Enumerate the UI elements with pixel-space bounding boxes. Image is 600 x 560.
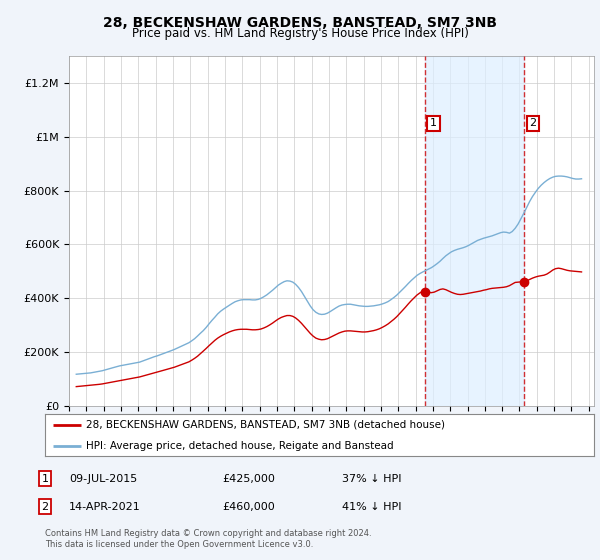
Text: Price paid vs. HM Land Registry's House Price Index (HPI): Price paid vs. HM Land Registry's House …: [131, 27, 469, 40]
Text: 1: 1: [430, 118, 437, 128]
Text: 37% ↓ HPI: 37% ↓ HPI: [342, 474, 401, 484]
Text: 41% ↓ HPI: 41% ↓ HPI: [342, 502, 401, 512]
Text: HPI: Average price, detached house, Reigate and Banstead: HPI: Average price, detached house, Reig…: [86, 441, 394, 451]
Text: 2: 2: [41, 502, 49, 512]
Text: 14-APR-2021: 14-APR-2021: [69, 502, 141, 512]
Text: Contains HM Land Registry data © Crown copyright and database right 2024.
This d: Contains HM Land Registry data © Crown c…: [45, 529, 371, 549]
Text: 09-JUL-2015: 09-JUL-2015: [69, 474, 137, 484]
Text: 1: 1: [41, 474, 49, 484]
Bar: [425, 56, 524, 406]
Text: 2: 2: [530, 118, 536, 128]
Text: £425,000: £425,000: [222, 474, 275, 484]
Text: 28, BECKENSHAW GARDENS, BANSTEAD, SM7 3NB (detached house): 28, BECKENSHAW GARDENS, BANSTEAD, SM7 3N…: [86, 420, 445, 430]
Text: £460,000: £460,000: [222, 502, 275, 512]
Text: 28, BECKENSHAW GARDENS, BANSTEAD, SM7 3NB: 28, BECKENSHAW GARDENS, BANSTEAD, SM7 3N…: [103, 16, 497, 30]
